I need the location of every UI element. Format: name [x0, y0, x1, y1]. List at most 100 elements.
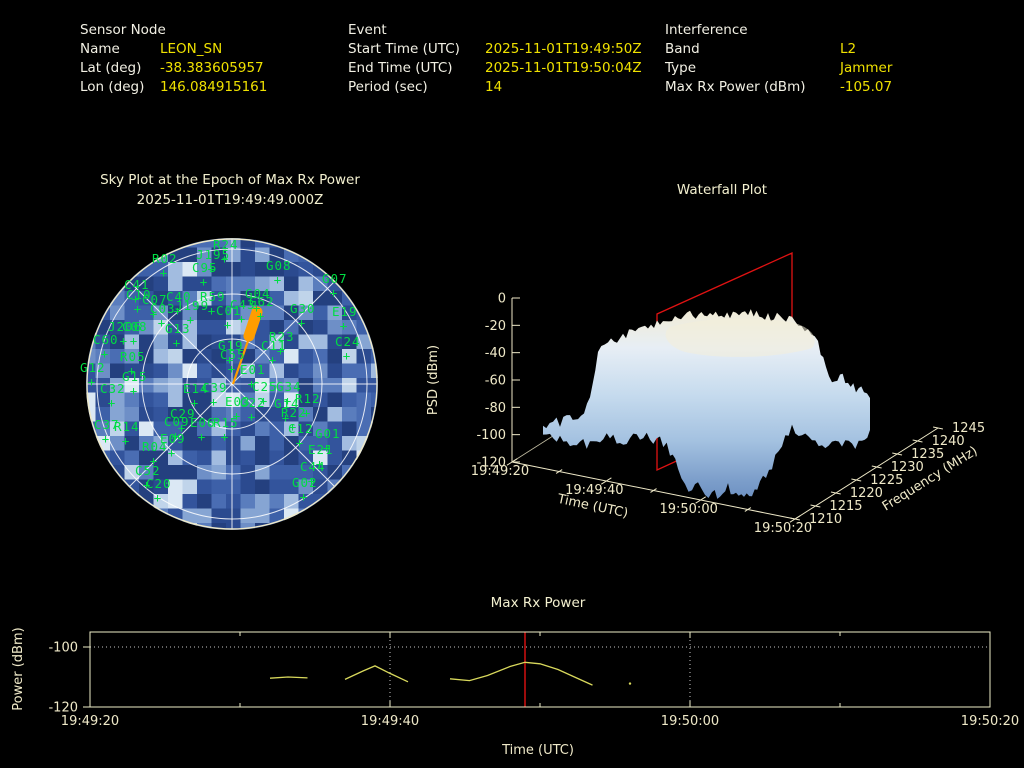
sky-plot: R24+J195+C95+G08+ G07+R02+C41+C10+C07+C40…	[80, 237, 378, 530]
svg-text:+: +	[102, 431, 111, 446]
svg-text:C55: C55	[220, 347, 246, 362]
psd-tick: -60	[485, 373, 506, 388]
header-value: 14	[485, 79, 503, 95]
svg-text:C44: C44	[300, 459, 326, 474]
psd-tick: -40	[485, 346, 506, 361]
header-value: 146.084915161	[160, 79, 268, 95]
satellite-C60: C60+	[93, 332, 118, 361]
header-value: LEON_SN	[160, 41, 223, 57]
satellite-G30: G30+	[290, 301, 316, 330]
svg-text:C29: C29	[170, 406, 196, 421]
time-tick: 19:50:00	[661, 714, 719, 729]
time-tick: 19:49:40	[361, 714, 419, 729]
sky-outline	[86, 238, 378, 530]
svg-text:+: +	[221, 429, 230, 444]
svg-text:C39: C39	[202, 380, 228, 395]
svg-text:+: +	[257, 308, 266, 323]
svg-text:+: +	[132, 291, 141, 306]
psd-tick: -120	[476, 455, 506, 470]
satellite-E09: E09+	[160, 431, 186, 460]
svg-text:+: +	[172, 428, 181, 443]
freq-tick: 1245	[952, 421, 985, 436]
header-label: Type	[665, 60, 697, 76]
header-row: Name LEON_SN	[80, 40, 267, 59]
svg-text:G62: G62	[249, 294, 275, 309]
satellite-C43: C43+	[230, 297, 256, 326]
svg-text:G34: G34	[276, 379, 302, 394]
satellite-J206: J206+	[108, 319, 141, 348]
satellite-R15: R15+	[213, 415, 239, 444]
svg-text:R23: R23	[269, 329, 295, 344]
svg-text:E09: E09	[160, 431, 186, 446]
satellite-E14: E14+	[183, 381, 208, 410]
satellite-C39: C39+	[202, 380, 228, 409]
satellite-C40: C40+	[166, 289, 191, 318]
svg-text:R14: R14	[114, 419, 140, 434]
header-value: L2	[840, 41, 857, 57]
psd-tick: -80	[485, 401, 506, 416]
satellite-R14: R14+	[114, 419, 140, 448]
satellite-R24: R24+	[213, 237, 239, 266]
header-row: Start Time (UTC) 2025-11-01T19:49:50Z	[348, 40, 642, 59]
psd-tick: -20	[485, 319, 506, 334]
satellite-C55: C55+	[220, 347, 246, 376]
svg-text:+: +	[128, 363, 137, 378]
svg-text:G22: G22	[240, 395, 266, 410]
svg-text:R05: R05	[120, 349, 146, 364]
svg-text:J199: J199	[175, 298, 209, 313]
sensor-node-title: Sensor Node	[80, 22, 166, 38]
svg-text:+: +	[187, 312, 196, 327]
wf-time-tick: 19:49:40	[565, 483, 623, 498]
event-rows: Start Time (UTC) 2025-11-01T19:49:50Z End …	[348, 40, 642, 97]
svg-text:+: +	[224, 317, 233, 332]
svg-text:+: +	[277, 343, 286, 358]
svg-text:+: +	[228, 361, 237, 376]
svg-text:C08: C08	[122, 319, 148, 334]
time-tick: 19:49:20	[61, 714, 119, 729]
svg-text:+: +	[253, 300, 262, 315]
header-row: Type Jammer	[665, 59, 892, 78]
header-row: Lat (deg) -38.383605957	[80, 59, 267, 78]
svg-text:R59: R59	[200, 289, 226, 304]
svg-text:R15: R15	[213, 415, 239, 430]
satellite-J195: J195+	[196, 247, 229, 276]
satellite-G62: G62+	[249, 294, 275, 323]
svg-text:+: +	[269, 352, 278, 367]
sky-plot-title-line1: Sky Plot at the Epoch of Max Rx Power	[100, 172, 360, 188]
satellite-C10: C10+	[126, 287, 151, 316]
svg-text:+: +	[101, 346, 110, 361]
svg-text:G08: G08	[266, 258, 292, 273]
satellite-E01: E01+	[240, 362, 265, 391]
svg-text:G30: G30	[290, 301, 316, 316]
svg-text:+: +	[173, 335, 182, 350]
svg-text:+: +	[343, 348, 352, 363]
satellite-C95: C95+	[192, 260, 217, 289]
svg-text:+: +	[289, 419, 298, 434]
power-tick: -100	[48, 641, 78, 656]
svg-text:C43: C43	[230, 297, 256, 312]
svg-text:+: +	[120, 333, 129, 348]
svg-text:+: +	[296, 435, 305, 450]
header-label: Lon (deg)	[80, 79, 145, 95]
svg-text:+: +	[88, 374, 97, 389]
header-row: Band L2	[665, 40, 892, 59]
svg-text:+: +	[248, 376, 257, 391]
satellite-E21: E21+	[308, 442, 334, 471]
lone-sample	[628, 682, 632, 685]
satellite-G15: G15+	[122, 369, 147, 398]
svg-text:R24: R24	[213, 237, 239, 252]
svg-text:+: +	[150, 306, 159, 321]
satellite-R59: R59+	[200, 289, 226, 318]
svg-text:E21: E21	[308, 442, 334, 457]
satellite-C24: C24+	[335, 334, 360, 363]
sky-grid	[87, 239, 377, 529]
header-value: 2025-11-01T19:49:50Z	[485, 41, 642, 57]
svg-text:+: +	[154, 490, 163, 505]
svg-text:C03: C03	[150, 301, 176, 316]
satellite-R23: R23+	[269, 329, 295, 358]
svg-text:+: +	[226, 352, 235, 367]
svg-text:+: +	[158, 315, 167, 330]
wf-time-tick: 19:49:20	[471, 464, 529, 479]
satellite-C07: C07+	[142, 292, 167, 321]
